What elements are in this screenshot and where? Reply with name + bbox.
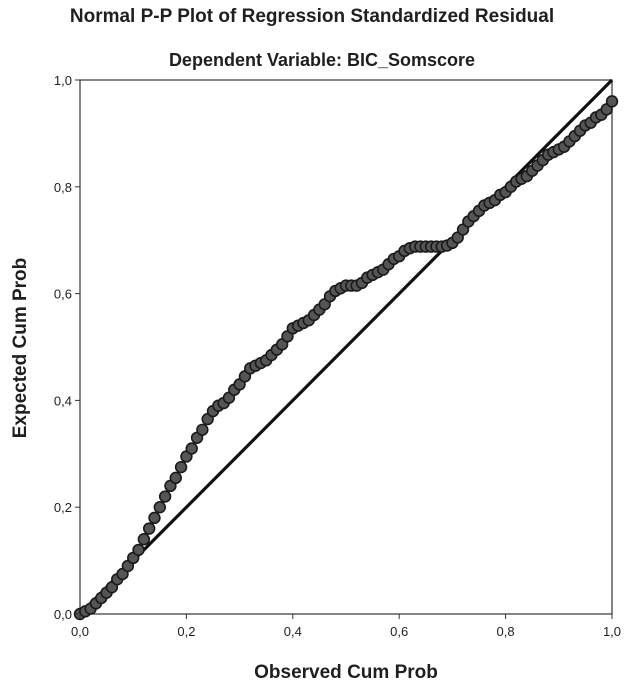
data-point [148, 511, 161, 525]
y-tick-label: 0,4 [54, 393, 72, 408]
x-tick-label: 0,2 [177, 624, 195, 639]
data-point [605, 95, 619, 108]
x-tick-label: 0,4 [284, 624, 302, 639]
reference-line [78, 78, 614, 616]
x-tick-label: 1,0 [603, 624, 621, 639]
y-axis-label: Expected Cum Prob [10, 258, 31, 439]
chart-title: Normal P-P Plot of Regression Standardiz… [69, 6, 555, 27]
x-tick-label: 0,8 [497, 624, 515, 639]
y-tick-label: 0,6 [54, 287, 72, 302]
y-tick-label: 1,0 [54, 73, 72, 88]
y-tick-label: 0,0 [54, 607, 72, 622]
x-tick-label: 0,6 [390, 624, 408, 639]
data-point [158, 490, 172, 503]
data-point [196, 423, 209, 436]
x-axis-label: Observed Cum Prob [254, 662, 438, 683]
data-point [153, 501, 167, 514]
data-point [142, 522, 156, 535]
data-point [174, 460, 188, 474]
data-point [169, 471, 182, 485]
y-tick-label: 0,2 [54, 500, 72, 515]
chart-subtitle: Dependent Variable: BIC_Somscore [168, 50, 476, 70]
data-point [137, 533, 151, 546]
y-tick-label: 0,8 [54, 180, 72, 195]
data-point [132, 543, 145, 557]
x-tick-label: 0,0 [71, 624, 89, 639]
data-point [185, 442, 198, 455]
